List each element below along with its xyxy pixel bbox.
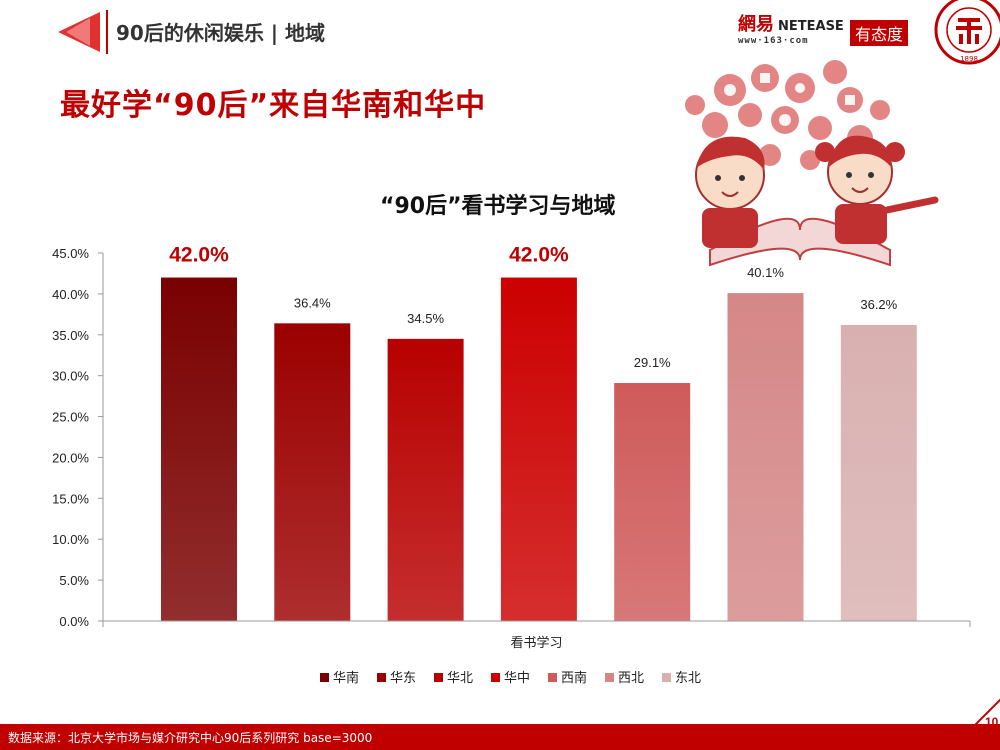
seal-year: 1898 <box>960 55 978 63</box>
legend-swatch-西北 <box>605 673 614 682</box>
legend-label-东北: 东北 <box>675 671 701 686</box>
bar-labels: 42.0% 36.4% 34.5% 42.0% 29.1% 40.1% 36.2% <box>169 244 897 370</box>
section-title: 90后的休闲娱乐 | 地域 <box>116 21 326 45</box>
y-tick-label: 10.0% <box>52 532 89 547</box>
youtaidu-logo: 有态度 <box>850 20 909 46</box>
footer-bar: 数据来源：北京大学市场与媒介研究中心90后系列研究 base=3000 <box>0 724 1000 750</box>
netease-logo-en: NETEASE <box>778 19 844 34</box>
reading-children-illustration <box>685 60 939 267</box>
y-tick-label: 45.0% <box>52 246 89 261</box>
back-arrow-icon <box>58 12 100 52</box>
bar-华中 <box>500 277 577 621</box>
legend-swatch-东北 <box>662 673 671 682</box>
x-axis: 看书学习 <box>102 620 971 651</box>
y-tick-label: 30.0% <box>52 369 89 384</box>
bar-西南 <box>614 383 691 621</box>
legend-label-华东: 华东 <box>390 671 416 686</box>
bar-东北 <box>840 324 917 621</box>
legend-swatch-华北 <box>434 673 443 682</box>
chart-title: “90后”看书学习与地域 <box>380 194 616 219</box>
legend-label-华北: 华北 <box>447 671 473 686</box>
legend-swatch-华南 <box>320 673 329 682</box>
bar-chart: 0.0% 5.0% 10.0% 15.0% 20.0% 25.0% 30.0% 35.0% 40… <box>52 244 971 686</box>
chart-legend: 华南 华东 华北 华中 西南 西北 东北 <box>320 670 701 686</box>
bar-华东 <box>274 323 351 621</box>
page-number: 10 <box>985 715 999 729</box>
x-category-label: 看书学习 <box>510 635 562 651</box>
page-headline: 最好学“90后”来自华南和华中 <box>60 88 487 123</box>
bar-label-华南: 42.0% <box>169 244 229 267</box>
y-tick-label: 0.0% <box>59 614 89 629</box>
bar-label-东北: 36.2% <box>860 297 897 312</box>
legend-label-华中: 华中 <box>504 671 530 686</box>
y-tick-label: 25.0% <box>52 410 89 425</box>
bar-华北 <box>387 338 464 621</box>
legend-swatch-华东 <box>377 673 386 682</box>
y-axis: 0.0% 5.0% 10.0% 15.0% 20.0% 25.0% 30.0% 35.0% 40… <box>52 246 104 629</box>
bar-label-西北: 40.1% <box>747 265 784 280</box>
bar-华南 <box>161 277 237 621</box>
legend-label-西南: 西南 <box>561 670 587 686</box>
bar-label-华东: 36.4% <box>294 295 331 310</box>
bar-label-华北: 34.5% <box>407 311 444 326</box>
y-tick-label: 5.0% <box>59 573 89 588</box>
legend-swatch-华中 <box>491 673 500 682</box>
university-seal-icon: 1898 <box>934 0 1000 65</box>
legend-label-华南: 华南 <box>333 670 359 686</box>
y-tick-label: 20.0% <box>52 450 89 465</box>
bar-label-西南: 29.1% <box>634 355 671 370</box>
y-tick-label: 15.0% <box>52 491 89 506</box>
bar-label-华中: 42.0% <box>509 244 569 267</box>
data-source: 数据来源：北京大学市场与媒介研究中心90后系列研究 base=3000 <box>8 731 373 745</box>
y-tick-label: 35.0% <box>52 328 89 343</box>
bars <box>161 277 917 621</box>
legend-label-西北: 西北 <box>618 671 644 686</box>
bar-西北 <box>727 293 804 621</box>
legend-swatch-西南 <box>548 673 557 682</box>
header-divider <box>106 10 108 54</box>
netease-url: www·163·com <box>738 36 809 46</box>
netease-logo: 網易 NETEASE www·163·com <box>738 10 848 46</box>
netease-logo-cn: 網易 <box>738 14 774 35</box>
y-tick-label: 40.0% <box>52 287 89 302</box>
header: 90后的休闲娱乐 | 地域 網易 NETEASE www·163·com 有态度 … <box>0 0 1000 65</box>
